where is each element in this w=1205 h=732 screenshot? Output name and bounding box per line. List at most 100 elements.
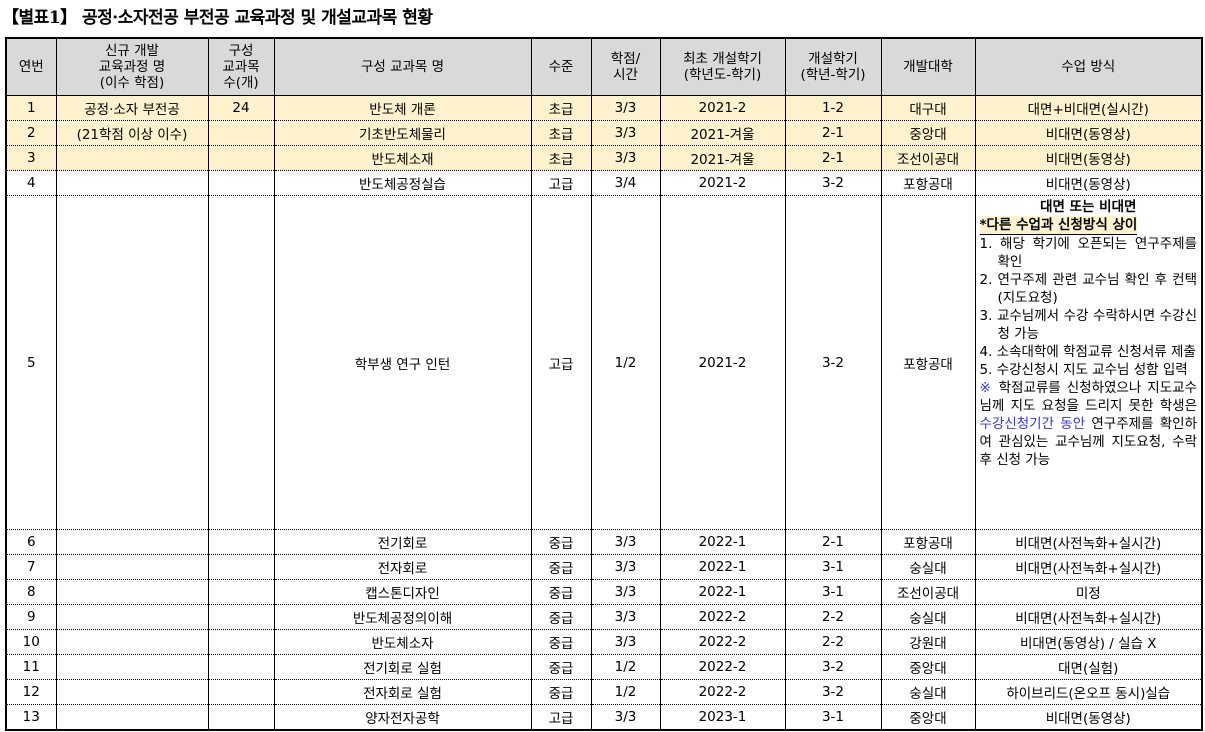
cell-method: 하이브리드(온오프 동시)실습 <box>974 679 1203 705</box>
table-row: 13 양자전자공학 고급 3/3 2023-1 3-1 중앙대 비대면(동영상) <box>5 704 1203 731</box>
cell-credit: 1/2 <box>590 654 661 680</box>
cell-univ: 중앙대 <box>880 704 976 731</box>
cell-univ: 대구대 <box>880 95 976 121</box>
cell-sem: 2-1 <box>784 529 882 555</box>
cell-univ: 조선이공대 <box>880 145 976 171</box>
cell-prog <box>55 145 209 171</box>
cell-univ: 포항공대 <box>880 529 976 555</box>
table-row: 3 반도체소재 초급 3/3 2021-겨울 2-1 조선이공대 비대면(동영상) <box>5 145 1203 171</box>
caution-period: 수강신청기간 동안 <box>979 416 1086 432</box>
cell-prog <box>55 529 209 555</box>
cell-prog <box>55 704 209 731</box>
cell-sem: 3-2 <box>784 654 882 680</box>
method-step: 1. 해당 학기에 오픈되는 연구주제를 확인 <box>979 236 1198 270</box>
cell-credit: 3/3 <box>590 95 661 121</box>
cell-cnt <box>207 679 275 705</box>
table-row: 1 공정·소자 부전공 24 반도체 개론 초급 3/3 2021-2 1-2 대구대 대면+비대… <box>5 95 1203 121</box>
cell-credit: 3/3 <box>590 579 661 605</box>
cell-no: 4 <box>5 170 57 196</box>
cell-first: 2022-2 <box>659 654 786 680</box>
cell-level: 초급 <box>530 120 592 146</box>
cell-cnt <box>207 145 275 171</box>
cell-course: 전자회로 실험 <box>273 679 532 705</box>
cell-univ: 숭실대 <box>880 604 976 630</box>
hdr-line: (학년도-학기) <box>683 67 762 83</box>
cell-no: 7 <box>5 554 57 580</box>
hdr-line: (이수 학점) <box>99 75 165 91</box>
cell-first: 2022-2 <box>659 604 786 630</box>
cell-prog: 공정·소자 부전공 <box>55 95 209 121</box>
cell-method: 비대면(동영상) <box>974 120 1203 146</box>
table-row: 11 전기회로 실험 중급 1/2 2022-2 3-2 중앙대 대면(실험) <box>5 654 1203 680</box>
hdr-line: 개설학기 <box>808 51 858 67</box>
method-step: 3. 교수님께서 수강 수락하시면 수강신청 가능 <box>979 308 1198 342</box>
cell-level: 중급 <box>530 679 592 705</box>
cell-cnt <box>207 195 275 530</box>
cell-no: 11 <box>5 654 57 680</box>
cell-first: 2022-1 <box>659 579 786 605</box>
col-level: 수준 <box>530 38 592 96</box>
cell-course: 반도체공정실습 <box>273 170 532 196</box>
cell-method: 미정 <box>974 579 1203 605</box>
cell-prog <box>55 170 209 196</box>
table-row: 4 반도체공정실습 고급 3/4 2021-2 3-2 포항공대 비대면(동영상) <box>5 170 1203 196</box>
hdr-line: 구성 <box>228 43 254 59</box>
course-table: 연번 신규 개발 교육과정 명 (이수 학점) 구성 교과목 수(개) 구성 교과목 명… <box>5 37 1203 731</box>
cell-no: 13 <box>5 704 57 731</box>
hdr-line: 최초 개설학기 <box>683 51 762 67</box>
caution-mark: ※ <box>979 380 993 396</box>
cell-prog: (21학점 이상 이수) <box>55 120 209 146</box>
cell-prog <box>55 579 209 605</box>
col-count: 구성 교과목 수(개) <box>207 38 275 96</box>
cell-cnt <box>207 554 275 580</box>
col-course: 구성 교과목 명 <box>273 38 532 96</box>
cell-sem: 3-1 <box>784 554 882 580</box>
cell-course: 반도체공정의이해 <box>273 604 532 630</box>
cell-method: 대면 또는 비대면 *다른 수업과 신청방식 상이 1. 해당 학기에 오픈되는… <box>974 195 1203 530</box>
cell-no: 8 <box>5 579 57 605</box>
cell-prog <box>55 654 209 680</box>
cell-method: 대면+비대면(실시간) <box>974 95 1203 121</box>
col-sem: 개설학기 (학년-학기) <box>784 38 882 96</box>
cell-prog <box>55 195 209 530</box>
cell-course: 전자회로 <box>273 554 532 580</box>
cell-cnt <box>207 529 275 555</box>
caution-text: 학점교류를 신청하였으나 지도교수님께 지도 요청을 드리지 못한 학생은 <box>979 380 1198 414</box>
table-row: 2 (21학점 이상 이수) 기초반도체물리 초급 3/3 2021-겨울 2-1 중앙대 비대… <box>5 120 1203 146</box>
cell-level: 중급 <box>530 604 592 630</box>
cell-level: 중급 <box>530 629 592 655</box>
header-row: 연번 신규 개발 교육과정 명 (이수 학점) 구성 교과목 수(개) 구성 교과목 명… <box>5 38 1203 96</box>
cell-course: 전기회로 실험 <box>273 654 532 680</box>
cell-credit: 3/3 <box>590 604 661 630</box>
cell-no: 6 <box>5 529 57 555</box>
cell-prog <box>55 604 209 630</box>
cell-prog <box>55 679 209 705</box>
cell-first: 2022-1 <box>659 554 786 580</box>
cell-credit: 1/2 <box>590 679 661 705</box>
hdr-line: (학년-학기) <box>800 67 866 83</box>
cell-credit: 3/3 <box>590 704 661 731</box>
cell-cnt <box>207 704 275 731</box>
cell-univ: 숭실대 <box>880 679 976 705</box>
cell-level: 고급 <box>530 704 592 731</box>
cell-course: 반도체 개론 <box>273 95 532 121</box>
col-credit: 학점/시간 <box>590 38 661 96</box>
cell-sem: 2-1 <box>784 145 882 171</box>
cell-univ: 포항공대 <box>880 170 976 196</box>
cell-sem: 3-2 <box>784 195 882 530</box>
cell-no: 12 <box>5 679 57 705</box>
cell-no: 3 <box>5 145 57 171</box>
cell-method: 대면(실험) <box>974 654 1203 680</box>
cell-course: 학부생 연구 인턴 <box>273 195 532 530</box>
cell-first: 2021-2 <box>659 95 786 121</box>
hdr-line: 수(개) <box>223 75 259 91</box>
cell-first: 2021-2 <box>659 195 786 530</box>
cell-sem: 3-2 <box>784 170 882 196</box>
cell-no: 5 <box>5 195 57 530</box>
cell-no: 10 <box>5 629 57 655</box>
cell-credit: 1/2 <box>590 195 661 530</box>
cell-credit: 3/3 <box>590 554 661 580</box>
cell-no: 2 <box>5 120 57 146</box>
table-row: 6 전기회로 중급 3/3 2022-1 2-1 포항공대 비대면(사전녹화+실시간) <box>5 529 1203 555</box>
table-row: 8 캡스톤디자인 중급 3/3 2022-1 3-1 조선이공대 미정 <box>5 579 1203 605</box>
